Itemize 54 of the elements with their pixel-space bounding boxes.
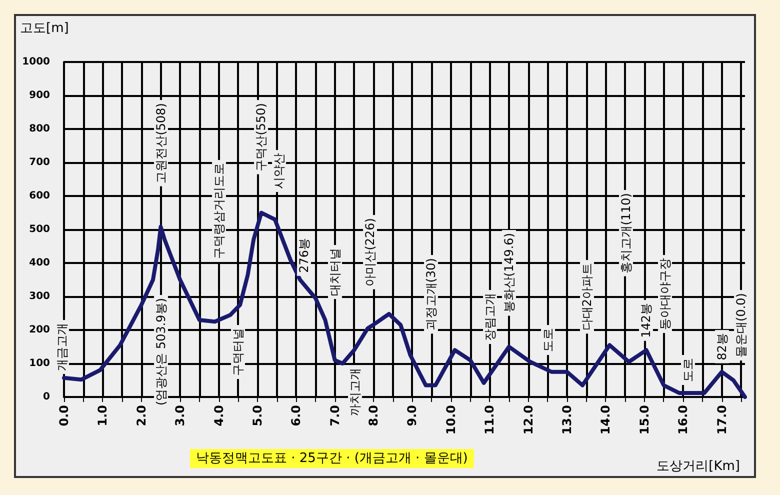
annotation: 도로 [681, 358, 695, 382]
x-tick-label: 7.0 [328, 405, 342, 426]
x-tick-label: 8.0 [366, 405, 381, 426]
x-tick-label: 3.0 [173, 405, 188, 426]
annotation: 동아대야구장 [658, 258, 672, 330]
x-tick-label: 1.0 [96, 405, 110, 426]
y-tick-label: 100 [29, 358, 50, 369]
annotation: 까치고개 [348, 368, 362, 416]
y-tick-label: 700 [29, 157, 50, 168]
x-tick-label: 15.0 [637, 405, 652, 435]
x-tick-label: 0.0 [57, 405, 71, 426]
x-tick-label: 13.0 [560, 405, 574, 435]
x-tick-label: 12.0 [521, 405, 536, 435]
annotation: (엄광산은 503.9봉) [154, 298, 168, 406]
y-tick-label: 600 [29, 190, 50, 202]
annotation: 몰운대(0.0) [734, 293, 748, 358]
y-tick-label: 1000 [22, 56, 50, 68]
y-tick-label: 400 [29, 258, 50, 268]
y-tick-label: 900 [29, 90, 50, 101]
x-tick-label: 4.0 [212, 405, 226, 426]
y-tick-label: 0 [43, 392, 50, 402]
annotation: 다대2아파트 [580, 263, 594, 331]
y-axis-title: 고도[m] [20, 21, 69, 36]
annotation: 구덕령삼거리도로 [212, 163, 226, 259]
annotation: 시약산 [272, 153, 286, 189]
y-tick-label: 800 [29, 124, 50, 134]
x-tick-label: 11.0 [482, 405, 497, 435]
text: 낙동정맥고도표 · 25구간 · (개금고개 · 몰운대) [196, 451, 468, 466]
annotation: 봉화산(149.6) [502, 233, 516, 313]
x-tick-label: 14.0 [598, 405, 613, 435]
annotation: 276봉 [297, 238, 311, 273]
annotation: 82봉 [715, 333, 729, 360]
annotation: 장림고개 [483, 293, 497, 341]
x-axis-title: 도상거리[Km] [656, 459, 740, 474]
annotation: 구덕터널 [231, 328, 245, 376]
annotation: 홍치고개(110) [619, 193, 633, 274]
y-tick-label: 500 [29, 224, 50, 235]
x-tick-label: 9.0 [405, 405, 420, 426]
annotation: 개금고개 [55, 323, 69, 371]
annotation: 괴정고개(30) [424, 258, 438, 331]
annotation: 대치터널 [328, 248, 342, 296]
annotation: 구덕산(550) [254, 103, 268, 172]
x-tick-label: 10.0 [444, 405, 458, 435]
annotation: 고원전산(508) [154, 103, 168, 184]
x-tick-label: 5.0 [250, 405, 264, 426]
y-tick-label: 200 [29, 324, 50, 336]
x-tick-label: 17.0 [714, 405, 729, 435]
annotation: 도로 [541, 328, 555, 352]
y-tick-label: 300 [29, 291, 50, 302]
x-tick-label: 16.0 [676, 405, 690, 435]
annotation: 아미산(226) [363, 218, 377, 286]
annotation: 142봉 [639, 303, 653, 338]
x-tick-label: 2.0 [134, 405, 148, 426]
x-tick-label: 6.0 [289, 405, 304, 426]
